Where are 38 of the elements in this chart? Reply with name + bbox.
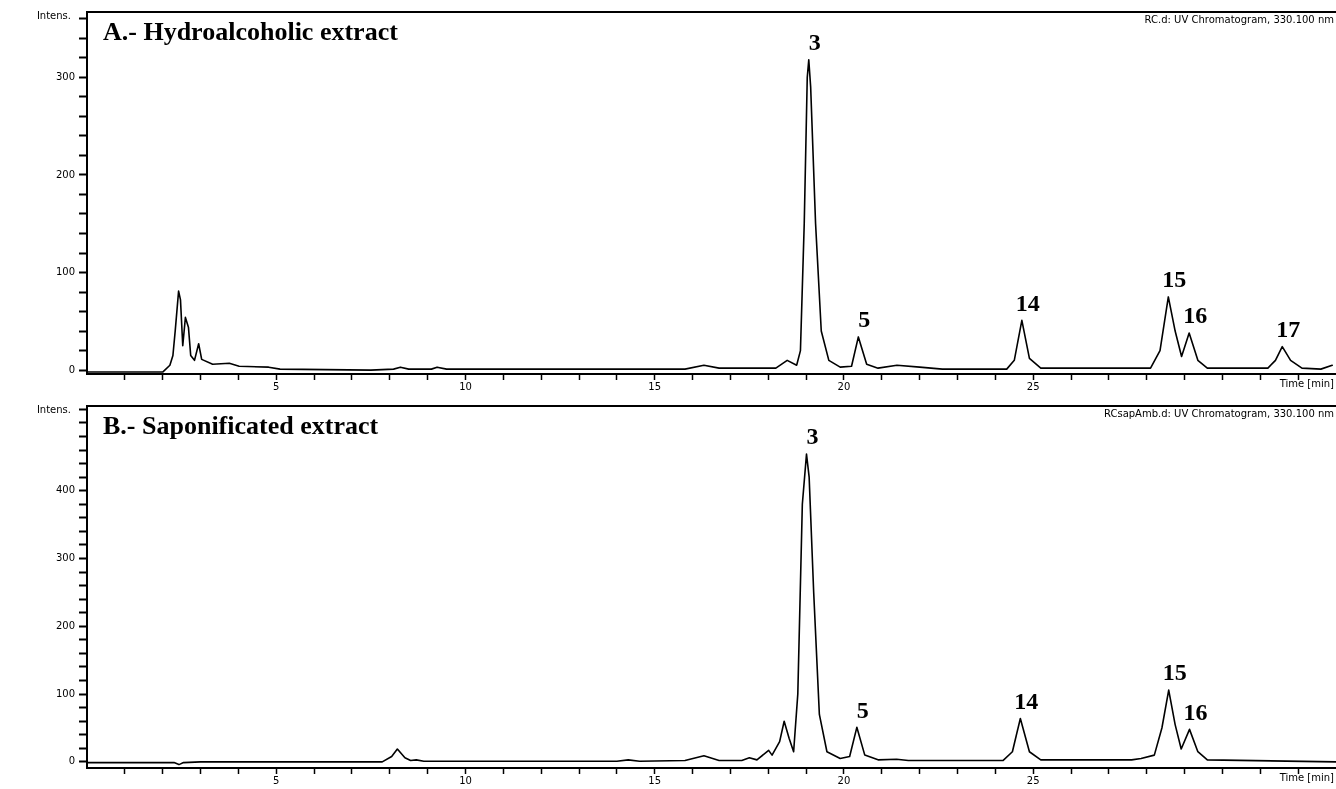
x-tick-label: 10 <box>459 380 472 392</box>
x-tick-label: 15 <box>648 774 662 786</box>
annotation: 5 <box>858 306 871 333</box>
x-tick-label: 20 <box>837 380 851 392</box>
annotation: 15 <box>1162 266 1187 293</box>
x-tick-label: 15 <box>648 380 662 392</box>
y-axis-title: Intens. <box>36 9 71 21</box>
x-tick-label: 20 <box>837 774 851 786</box>
y-tick-label: 200 <box>55 168 75 180</box>
y-tick-label: 200 <box>55 619 75 631</box>
x-axis-title: Time [min] <box>1278 771 1335 783</box>
annotation: 5 <box>856 696 869 723</box>
annotation: 15 <box>1162 659 1187 686</box>
annotation: 16 <box>1183 302 1208 329</box>
annotation: RC.d: UV Chromatogram, 330.100 nm <box>1144 13 1334 25</box>
annotation: 3 <box>806 423 819 450</box>
x-tick-label: 5 <box>273 774 280 786</box>
x-tick-label: 25 <box>1026 380 1040 392</box>
y-tick-label: 300 <box>55 552 75 564</box>
chart-title: B.- Saponificated extract <box>103 410 379 440</box>
annotation: RCsapAmb.d: UV Chromatogram, 330.100 nm <box>1104 407 1334 419</box>
y-tick-label: 0 <box>68 755 75 767</box>
y-tick-label: 400 <box>55 484 75 496</box>
annotation: 14 <box>1015 289 1040 316</box>
x-tick-label: 10 <box>459 774 472 786</box>
y-tick-label: 300 <box>55 70 75 82</box>
x-tick-label: 25 <box>1026 774 1040 786</box>
x-tick-label: 5 <box>273 380 280 392</box>
chart-title: A.- Hydroalcoholic extract <box>103 16 399 46</box>
annotation: 16 <box>1183 698 1208 725</box>
annotation: 14 <box>1014 687 1039 714</box>
annotation: 17 <box>1276 315 1301 342</box>
x-axis-title: Time [min] <box>1278 377 1335 389</box>
y-tick-label: 0 <box>68 363 75 375</box>
y-tick-label: 100 <box>55 266 75 278</box>
annotation: 3 <box>808 29 821 56</box>
y-axis-title: Intens. <box>36 403 71 415</box>
y-tick-label: 100 <box>55 687 75 699</box>
